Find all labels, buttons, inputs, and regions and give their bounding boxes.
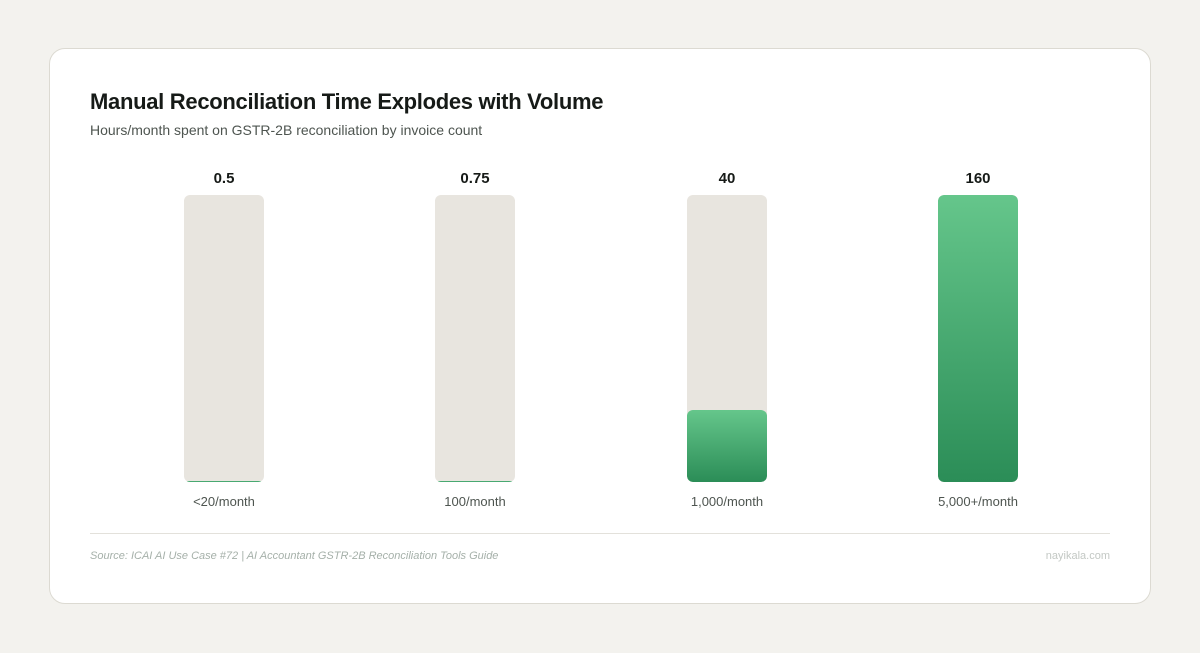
data-label: 0.75 xyxy=(460,170,490,187)
bar-column: 40 1,000/month xyxy=(667,169,787,509)
bar xyxy=(938,195,1018,482)
bar-track xyxy=(435,195,515,482)
bar-column: 0.5 <20/month xyxy=(164,169,284,509)
brand-link[interactable]: nayikala.com xyxy=(1045,550,1110,562)
data-label: 0.5 xyxy=(213,170,235,187)
x-tick-label: 1,000/month xyxy=(690,494,764,509)
x-tick-label: <20/month xyxy=(193,494,255,509)
data-label: 40 xyxy=(718,170,736,187)
data-label: 160 xyxy=(965,170,991,187)
bar-track xyxy=(938,195,1018,482)
source-note: Source: ICAI AI Use Case #72 | AI Accoun… xyxy=(90,550,499,562)
chart-subtitle: Hours/month spent on GSTR-2B reconciliat… xyxy=(90,122,483,138)
chart-card: Manual Reconciliation Time Explodes with… xyxy=(49,48,1151,604)
bar-track xyxy=(687,195,767,482)
x-tick-label: 100/month xyxy=(444,494,506,509)
x-tick-label: 5,000+/month xyxy=(938,494,1018,509)
bar xyxy=(184,481,264,482)
bar-track xyxy=(184,195,264,482)
bar xyxy=(687,410,767,482)
divider xyxy=(90,533,1110,534)
bar-column: 160 5,000+/month xyxy=(918,169,1038,509)
bar-column: 0.75 100/month xyxy=(415,169,535,509)
bar xyxy=(435,480,515,482)
chart-title: Manual Reconciliation Time Explodes with… xyxy=(90,89,604,114)
